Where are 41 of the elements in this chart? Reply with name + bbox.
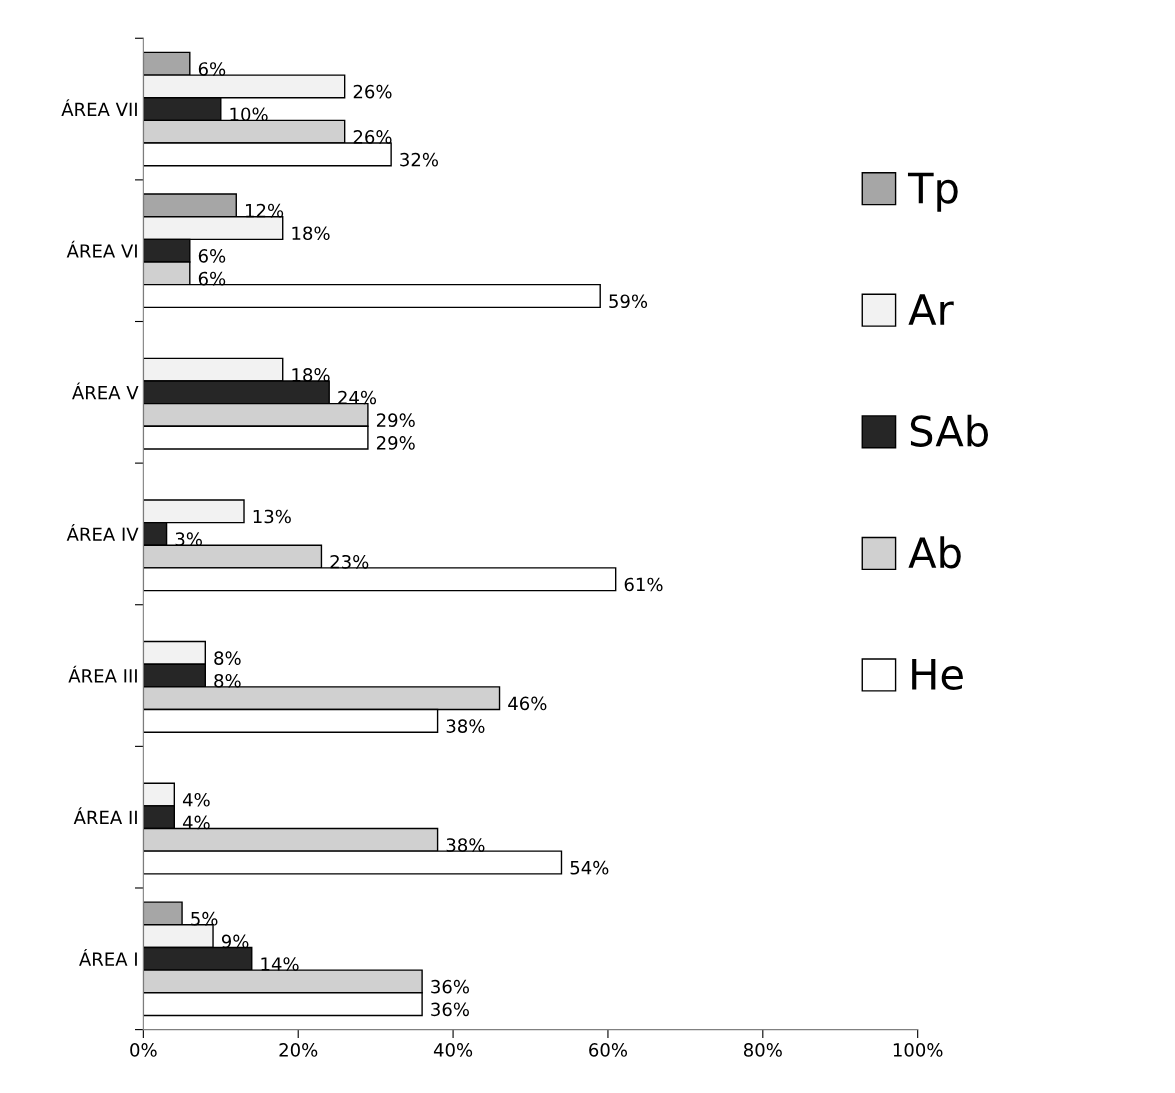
y-tick-label: ÁREA VI [66, 240, 137, 258]
y-tick-label: ÁREA IV [66, 524, 139, 541]
data-label: 59% [609, 294, 648, 309]
x-tick-label: 40% [433, 1043, 473, 1057]
data-label: 18% [292, 368, 330, 382]
data-label: 26% [353, 130, 392, 144]
data-label: 14% [261, 957, 299, 971]
y-tick-label: ÁREA VII [61, 99, 137, 116]
legend-label: Ar [908, 294, 954, 325]
y-tick-label: ÁREA I [79, 948, 137, 966]
data-label: 46% [508, 696, 547, 711]
y-tick-label: ÁREA V [72, 382, 139, 400]
y-tick-label: ÁREA III [68, 665, 137, 683]
data-label: 18% [292, 226, 330, 241]
data-label: 8% [214, 651, 241, 665]
data-label: 26% [353, 84, 392, 99]
data-label: 61% [624, 577, 663, 592]
data-label: 23% [330, 554, 369, 569]
data-label: 36% [431, 1002, 469, 1017]
legend-label: He [912, 659, 963, 691]
data-label: 4% [182, 792, 210, 807]
y-tick-label: ÁREA II [73, 807, 137, 825]
legend-label: SAb [910, 414, 988, 447]
legend-label: Tp [907, 172, 958, 212]
data-label: 29% [376, 413, 415, 428]
data-label: 38% [446, 719, 485, 733]
data-label: 6% [198, 62, 226, 76]
data-label: 6% [198, 249, 226, 263]
legend-label: Ab [908, 536, 961, 569]
x-tick-label: 20% [279, 1043, 318, 1057]
x-tick-label: 0% [130, 1043, 157, 1057]
x-tick-label: 80% [743, 1043, 782, 1057]
data-label: 38% [446, 838, 485, 852]
data-label: 54% [570, 860, 609, 875]
data-label: 29% [376, 436, 415, 450]
data-label: 8% [214, 673, 241, 688]
data-label: 32% [400, 152, 439, 167]
data-label: 36% [431, 979, 469, 994]
x-tick-label: 100% [893, 1043, 943, 1057]
data-label: 13% [253, 509, 291, 524]
x-tick-label: 60% [589, 1043, 628, 1057]
